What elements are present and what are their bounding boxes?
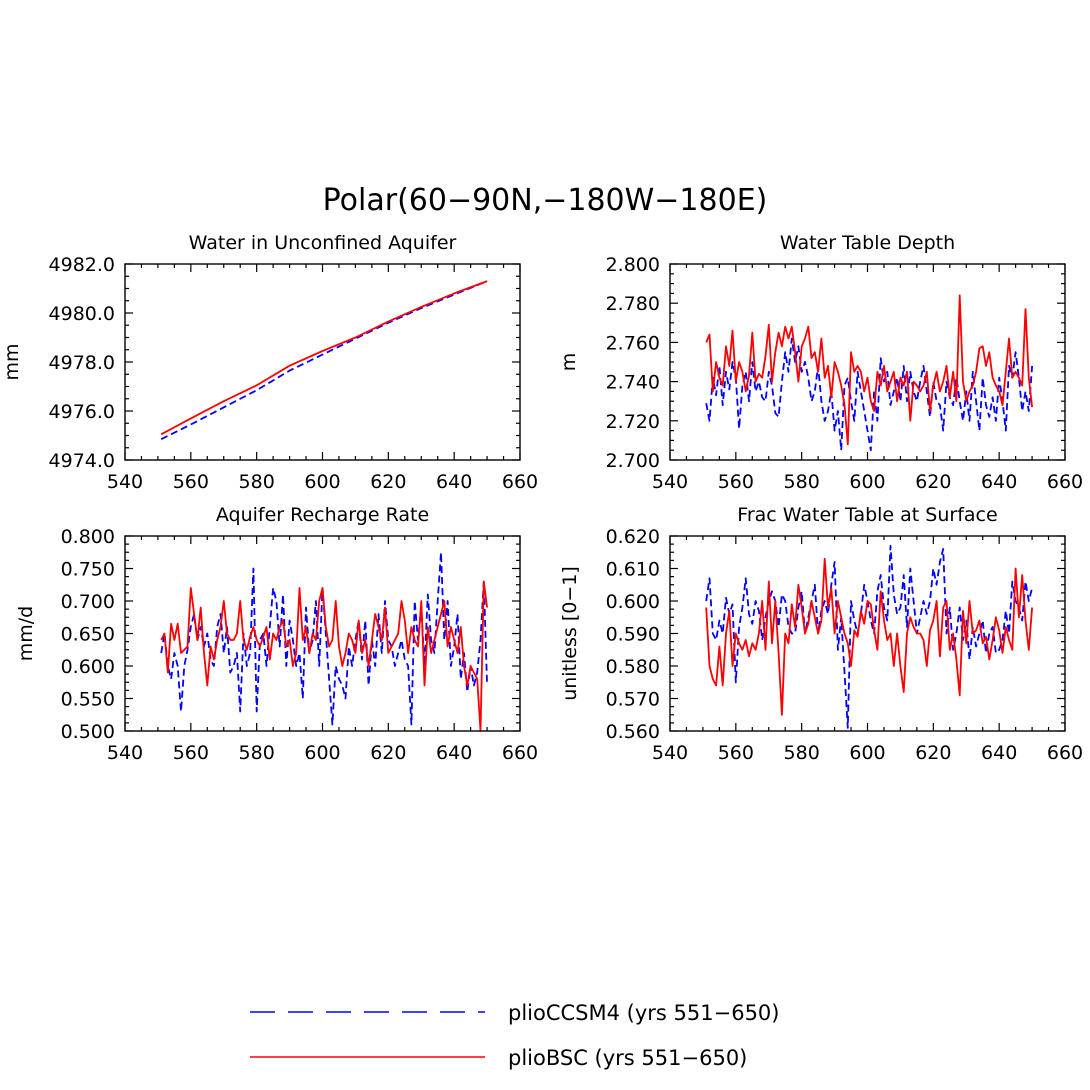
panel-title: Water in Unconfined Aquifer — [189, 232, 457, 254]
y-tick-label: 0.560 — [606, 721, 660, 743]
y-tick-label: 0.750 — [61, 559, 115, 581]
x-tick-label: 620 — [370, 471, 406, 493]
x-tick-label: 660 — [502, 471, 538, 493]
x-tick-label: 600 — [849, 742, 885, 764]
y-tick-label: 0.500 — [61, 721, 115, 743]
y-tick-label: 2.800 — [606, 254, 660, 276]
x-tick-label: 660 — [1047, 742, 1083, 764]
y-tick-label: 0.550 — [61, 689, 115, 711]
y-axis-label: mm/d — [15, 606, 37, 661]
y-tick-label: 0.610 — [606, 559, 660, 581]
x-tick-label: 640 — [981, 742, 1017, 764]
series-line-plioccsm4 — [705, 337, 1033, 452]
series-line-plioccsm4 — [705, 544, 1033, 729]
panel-title: Frac Water Table at Surface — [737, 504, 997, 526]
y-tick-label: 2.780 — [606, 293, 660, 315]
x-tick-label: 640 — [436, 742, 472, 764]
series-line-plioccsm4 — [160, 280, 488, 441]
x-tick-label: 660 — [502, 742, 538, 764]
figure-title: Polar(60−90N,−180W−180E) — [323, 183, 768, 218]
x-tick-label: 560 — [173, 742, 209, 764]
series-line-pliobsc — [160, 580, 488, 732]
x-tick-label: 580 — [784, 742, 820, 764]
x-tick-label: 600 — [304, 742, 340, 764]
y-tick-label: 4980.0 — [49, 303, 115, 325]
x-tick-label: 600 — [849, 471, 885, 493]
y-tick-label: 0.650 — [61, 624, 115, 646]
y-axis-label: m — [558, 353, 580, 372]
x-tick-label: 540 — [107, 742, 143, 764]
panel-3: Aquifer Recharge Rate 540 560 580 600 620 640 6… — [15, 504, 538, 764]
legend: plioCCSM4 (yrs 551−650) plioBSC (yrs 551… — [250, 1001, 779, 1070]
panel-title: Water Table Depth — [780, 232, 955, 254]
x-tick-label: 640 — [436, 471, 472, 493]
series-line-pliobsc — [705, 557, 1033, 716]
x-tick-label: 640 — [981, 471, 1017, 493]
y-tick-label: 2.700 — [606, 450, 660, 472]
y-tick-label: 0.800 — [61, 526, 115, 548]
y-axis-label: unitless [0−1] — [559, 566, 581, 701]
y-tick-label: 4978.0 — [49, 352, 115, 374]
y-tick-label: 0.570 — [606, 689, 660, 711]
y-tick-label: 4974.0 — [49, 450, 115, 472]
y-tick-label: 0.700 — [61, 591, 115, 613]
x-tick-label: 660 — [1047, 471, 1083, 493]
panel-2: Water Table Depth 540 560 580 600 620 640 660 2.… — [558, 232, 1083, 493]
y-tick-label: 4982.0 — [49, 254, 115, 276]
y-tick-label: 0.580 — [606, 656, 660, 678]
x-tick-label: 620 — [915, 471, 951, 493]
y-tick-label: 0.590 — [606, 624, 660, 646]
x-tick-label: 540 — [652, 471, 688, 493]
panel-4: Frac Water Table at Surface 540 560 580 600 6… — [559, 504, 1083, 764]
x-tick-label: 580 — [239, 471, 275, 493]
x-tick-label: 580 — [784, 471, 820, 493]
y-tick-label: 2.720 — [606, 411, 660, 433]
y-tick-label: 2.760 — [606, 332, 660, 354]
x-tick-label: 620 — [370, 742, 406, 764]
x-tick-label: 620 — [915, 742, 951, 764]
x-tick-label: 600 — [304, 471, 340, 493]
plot-frame — [124, 263, 521, 461]
x-tick-label: 580 — [239, 742, 275, 764]
x-tick-label: 560 — [718, 742, 754, 764]
x-tick-label: 560 — [718, 471, 754, 493]
series-line-plioccsm4 — [160, 551, 488, 726]
y-tick-label: 0.600 — [606, 591, 660, 613]
legend-label-bsc: plioBSC (yrs 551−650) — [508, 1046, 747, 1070]
panel-1: Water in Unconfined Aquifer 540 560 580 600 6… — [1, 232, 538, 493]
x-tick-label: 540 — [107, 471, 143, 493]
y-tick-label: 4976.0 — [49, 401, 115, 423]
x-tick-label: 540 — [652, 742, 688, 764]
y-tick-label: 0.620 — [606, 526, 660, 548]
series-line-pliobsc — [705, 294, 1033, 446]
y-tick-label: 0.600 — [61, 656, 115, 678]
y-axis-label: mm — [1, 343, 23, 380]
legend-label-ccsm4: plioCCSM4 (yrs 551−650) — [508, 1001, 779, 1025]
panel-title: Aquifer Recharge Rate — [216, 504, 429, 526]
series-line-pliobsc — [160, 280, 488, 436]
x-tick-label: 560 — [173, 471, 209, 493]
y-tick-label: 2.740 — [606, 372, 660, 394]
panels: Water in Unconfined Aquifer 540 560 580 600 6… — [1, 232, 1083, 764]
